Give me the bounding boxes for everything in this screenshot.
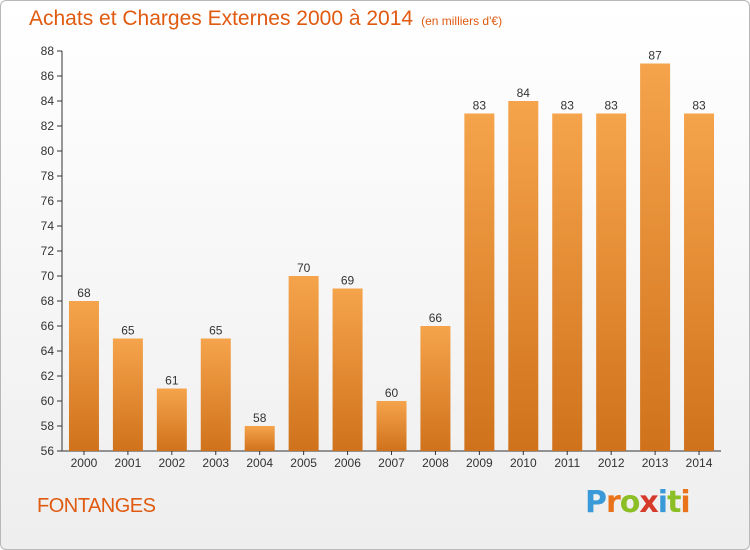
logo-letter: r	[606, 485, 621, 520]
y-tick-label: 66	[41, 319, 55, 333]
bar-value-label: 66	[429, 311, 443, 325]
x-tick-label: 2009	[466, 456, 493, 470]
location-label: FONTANGES	[37, 495, 156, 517]
x-tick-label: 2004	[246, 456, 273, 470]
x-tick-label: 2012	[598, 456, 625, 470]
y-tick-label: 60	[41, 394, 55, 408]
logo-letter: i	[680, 485, 690, 520]
bar-value-label: 87	[648, 49, 662, 63]
bar	[244, 426, 275, 451]
logo-letter: x	[639, 485, 658, 520]
bar-value-label: 84	[517, 86, 531, 100]
bar	[552, 113, 583, 451]
bar	[376, 401, 407, 451]
x-tick-label: 2003	[202, 456, 229, 470]
bar	[508, 101, 539, 451]
logo-letter: o	[619, 485, 641, 520]
bar	[200, 338, 231, 451]
y-tick-label: 72	[41, 244, 55, 258]
bar	[332, 288, 363, 451]
y-tick-label: 64	[41, 344, 55, 358]
chart-title: Achats et Charges Externes 2000 à 2014 (e…	[29, 7, 502, 31]
x-tick-label: 2011	[554, 456, 580, 470]
y-tick-label: 86	[41, 69, 55, 83]
bar-value-label: 65	[121, 324, 135, 338]
bar-value-label: 65	[209, 324, 223, 338]
bar	[464, 113, 495, 451]
bar-value-label: 58	[253, 411, 267, 425]
bar-value-label: 83	[561, 99, 575, 113]
y-tick-label: 58	[41, 419, 55, 433]
bar	[112, 338, 143, 451]
x-tick-label: 2007	[378, 456, 405, 470]
x-tick-label: 2001	[115, 456, 142, 470]
y-tick-label: 68	[41, 294, 55, 308]
y-tick-label: 78	[41, 169, 55, 183]
y-tick-label: 80	[41, 144, 55, 158]
x-tick-label: 2014	[686, 456, 713, 470]
bar	[420, 326, 451, 451]
y-tick-label: 76	[41, 194, 55, 208]
bar	[640, 63, 671, 451]
y-tick-label: 88	[41, 44, 55, 58]
x-tick-label: 2008	[422, 456, 449, 470]
y-tick-label: 82	[41, 119, 55, 133]
x-tick-label: 2005	[290, 456, 317, 470]
logo-letter: t	[667, 485, 681, 520]
y-tick-label: 56	[41, 444, 55, 458]
bar-value-label: 83	[473, 99, 487, 113]
bar-value-label: 83	[604, 99, 618, 113]
bar-value-label: 69	[341, 274, 355, 288]
x-tick-label: 2010	[510, 456, 537, 470]
x-tick-label: 2013	[642, 456, 669, 470]
bar	[156, 388, 187, 451]
bar	[288, 276, 319, 451]
x-tick-label: 2006	[334, 456, 361, 470]
y-tick-label: 62	[41, 369, 55, 383]
bar-value-label: 68	[77, 286, 91, 300]
bar-value-label: 61	[165, 374, 179, 388]
logo-letter: i	[657, 485, 668, 520]
y-tick-label: 70	[41, 269, 55, 283]
x-tick-label: 2002	[158, 456, 185, 470]
bar	[68, 301, 99, 451]
title-text: Achats et Charges Externes 2000 à 2014	[29, 7, 414, 30]
bar-value-label: 60	[385, 386, 399, 400]
proxiti-logo: Proxiti	[585, 485, 691, 520]
y-tick-label: 84	[41, 94, 55, 108]
chart-subtitle: (en milliers d'€)	[421, 14, 503, 28]
bar-value-label: 70	[297, 261, 311, 275]
bar-value-label: 83	[692, 99, 706, 113]
logo-letter: P	[585, 485, 607, 520]
bar	[684, 113, 715, 451]
bar	[596, 113, 627, 451]
y-tick-label: 74	[41, 219, 55, 233]
x-tick-label: 2000	[71, 456, 98, 470]
